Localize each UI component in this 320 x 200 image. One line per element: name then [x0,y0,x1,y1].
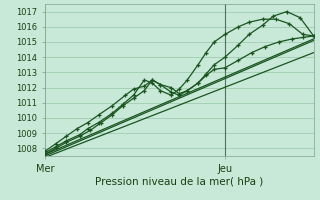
X-axis label: Pression niveau de la mer( hPa ): Pression niveau de la mer( hPa ) [95,176,263,186]
